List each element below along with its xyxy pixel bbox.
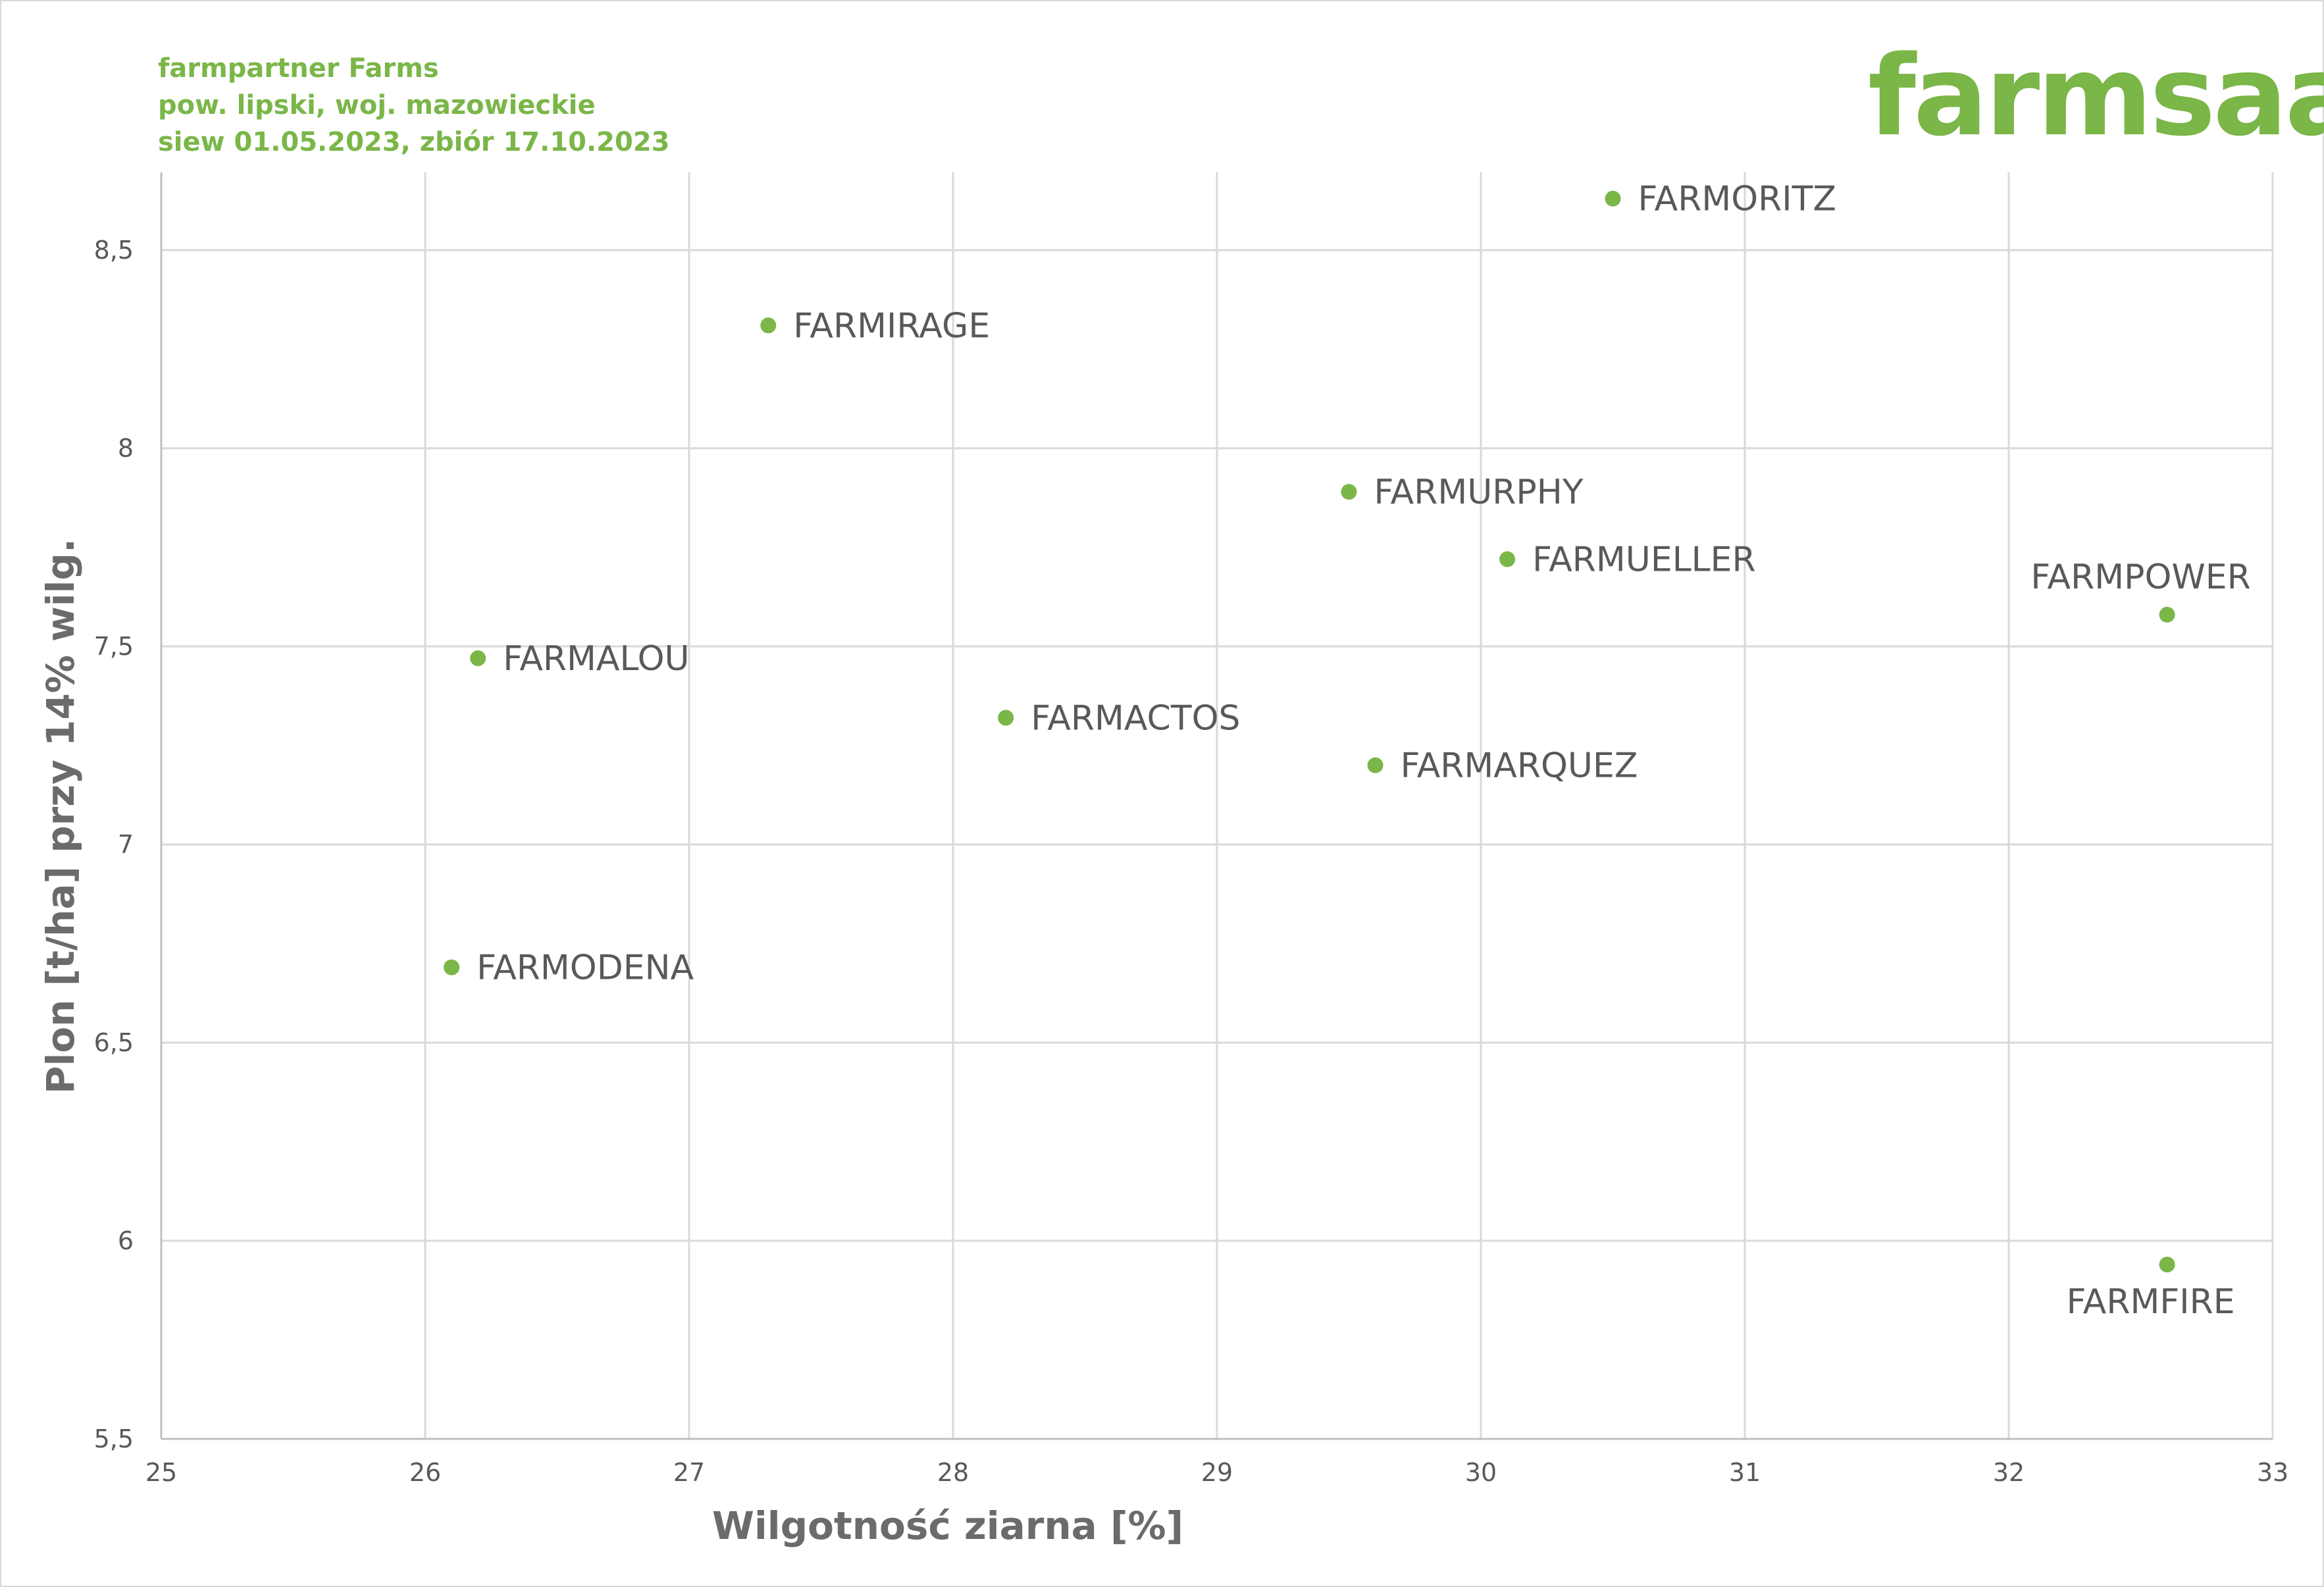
point-label: FARMACTOS xyxy=(1031,698,1240,738)
data-point xyxy=(998,710,1014,726)
grid-lines xyxy=(161,172,2274,1439)
chart-header: farmpartner Farms pow. lipski, woj. mazo… xyxy=(158,50,670,161)
data-point xyxy=(2159,1257,2175,1273)
data-point xyxy=(1605,190,1621,207)
y-tick-label: 8,5 xyxy=(94,236,134,265)
point-label: FARMIRAGE xyxy=(793,306,990,346)
point-label: FARMALOU xyxy=(503,639,689,679)
header-farm-name: farmpartner Farms xyxy=(158,53,439,84)
x-axis-title: Wilgotność ziarna [%] xyxy=(712,1503,1183,1548)
data-point xyxy=(1341,484,1357,500)
x-tick-label: 29 xyxy=(1201,1458,1233,1487)
axes xyxy=(160,172,2273,1440)
y-axis-title: Plon [t/ha] przy 14% wilg. xyxy=(38,538,83,1094)
y-tick-label: 7,5 xyxy=(94,632,134,661)
point-label: FARMUELLER xyxy=(1532,540,1756,580)
x-tick-label: 30 xyxy=(1465,1458,1497,1487)
x-tick-label: 27 xyxy=(673,1458,705,1487)
x-tick-label: 25 xyxy=(145,1458,177,1487)
x-tick-label: 26 xyxy=(409,1458,441,1487)
farmsaat-logo: farmsaat xyxy=(1868,32,2324,161)
header-dates: siew 01.05.2023, zbiór 17.10.2023 xyxy=(158,127,670,157)
header-location: pow. lipski, woj. mazowieckie xyxy=(158,90,596,120)
y-tick-label: 6 xyxy=(118,1226,134,1255)
point-label: FARMODENA xyxy=(477,949,694,988)
data-point xyxy=(2159,606,2175,623)
point-label: FARMORITZ xyxy=(1638,180,1837,219)
point-label: FARMPOWER xyxy=(2030,558,2250,597)
y-tick-label: 6,5 xyxy=(94,1028,134,1057)
data-point xyxy=(1499,551,1516,567)
y-tick-label: 5,5 xyxy=(94,1424,134,1453)
x-tick-label: 33 xyxy=(2257,1458,2288,1487)
x-tick-label: 32 xyxy=(1993,1458,2025,1487)
data-points xyxy=(444,190,2175,1273)
y-tick-label: 8 xyxy=(118,434,134,463)
point-label: FARMARQUEZ xyxy=(1401,746,1638,786)
y-tick-label: 7 xyxy=(118,830,134,859)
point-label: FARMURPHY xyxy=(1374,473,1584,512)
x-tick-label: 31 xyxy=(1729,1458,1761,1487)
x-tick-label: 28 xyxy=(937,1458,969,1487)
data-point xyxy=(444,959,460,976)
tick-labels: 25 26 27 28 29 30 31 32 33 5,5 6 6,5 7 7,5 8 8,5 xyxy=(94,236,2289,1487)
point-labels: FARMORITZ FARMIRAGE FARMURPHY FARMUELLER FAR… xyxy=(477,180,2251,1322)
data-point xyxy=(760,317,777,334)
data-point xyxy=(1367,757,1383,773)
data-point xyxy=(470,650,486,667)
point-label: FARMFIRE xyxy=(2067,1282,2235,1322)
